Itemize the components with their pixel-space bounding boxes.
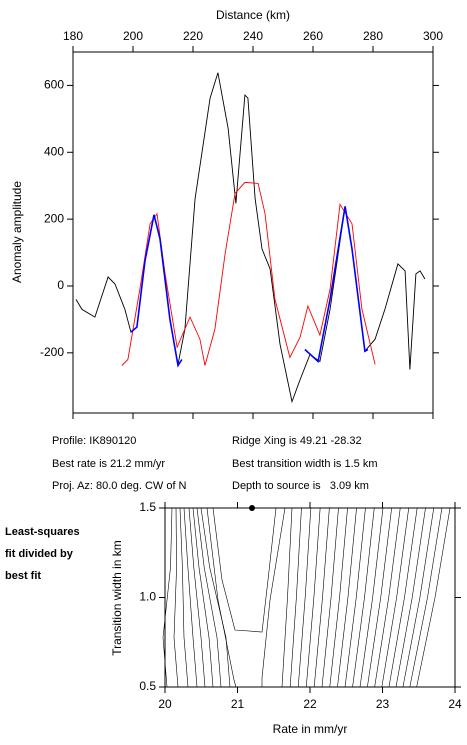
contour-line: [313, 507, 330, 688]
plot-frame: [72, 51, 434, 414]
annotation: Depth to source is 3.09 km: [232, 480, 369, 492]
x-axis-title: Rate in mm/yr: [273, 722, 348, 736]
contour-line: [359, 507, 384, 688]
annotation: Best transition width is 1.5 km: [232, 458, 378, 470]
y-tick-label: 0.5: [139, 679, 156, 693]
contour-line: [321, 507, 339, 688]
contour-line: [402, 507, 435, 688]
contour-line: [344, 507, 366, 688]
contour-line: [200, 507, 231, 688]
contour-line: [374, 507, 401, 688]
annotation: Proj. Az: 80.0 deg. CW of N: [52, 480, 187, 492]
note: fit divided by: [5, 548, 74, 560]
y-tick-label: 600: [44, 78, 64, 92]
contour-line: [337, 507, 357, 688]
contour-line: [192, 507, 214, 688]
contour-line: [281, 507, 293, 688]
x-tick-label: 220: [183, 29, 203, 43]
contour-line: [329, 507, 348, 688]
contour-line: [395, 507, 426, 688]
contour-line: [196, 507, 222, 688]
contour-line: [206, 507, 237, 688]
contour-line: [289, 507, 302, 688]
annotation: Best rate is 21.2 mm/yr: [52, 458, 165, 470]
note: Least-squares: [5, 526, 80, 538]
y-tick-label: 1.5: [139, 500, 156, 514]
y-tick-label: 0: [57, 278, 64, 292]
data-line: [121, 181, 376, 366]
x-tick-label: 180: [63, 29, 83, 43]
annotation: Ridge Xing is 49.21 -28.32: [232, 435, 362, 447]
contour-line: [183, 507, 198, 688]
x-tick-label: 21: [231, 697, 245, 711]
y-tick-label: 1.0: [139, 590, 156, 604]
y-axis-title: Transition width in km: [110, 540, 124, 656]
contour-line: [352, 507, 375, 688]
plot-frame: [164, 507, 456, 688]
x-tick-label: 23: [376, 697, 390, 711]
x-tick-label: 200: [123, 29, 143, 43]
contour-line: [388, 507, 418, 688]
x-tick-label: 24: [448, 697, 462, 711]
contour-line: [297, 507, 312, 688]
y-tick-label: -200: [40, 345, 64, 359]
note: best fit: [5, 570, 41, 582]
x-tick-label: 260: [303, 29, 323, 43]
x-tick-label: 20: [158, 697, 172, 711]
contour-line: [212, 507, 277, 633]
annotation: Profile: IK890120: [52, 435, 136, 447]
contour-line: [261, 507, 286, 687]
best-fit-point: [249, 505, 255, 511]
x-tick-label: 240: [243, 29, 263, 43]
contour-line: [305, 507, 321, 688]
contour-line: [416, 507, 451, 688]
data-line: [130, 206, 369, 368]
contour-line: [162, 507, 173, 688]
y-axis-title: Anomaly amplitude: [10, 181, 24, 283]
contour-line: [381, 507, 410, 688]
contours: [162, 507, 451, 688]
contour-line: [409, 507, 443, 688]
contour-line: [188, 507, 206, 688]
x-axis-title: Distance (km): [216, 8, 290, 22]
contour-line: [179, 507, 189, 688]
y-tick-label: 200: [44, 211, 64, 225]
y-tick-label: 400: [44, 144, 64, 158]
x-tick-label: 300: [423, 29, 443, 43]
contour-line: [367, 507, 392, 688]
x-tick-label: 22: [303, 697, 317, 711]
contour-line: [173, 507, 179, 688]
x-tick-label: 280: [363, 29, 383, 43]
